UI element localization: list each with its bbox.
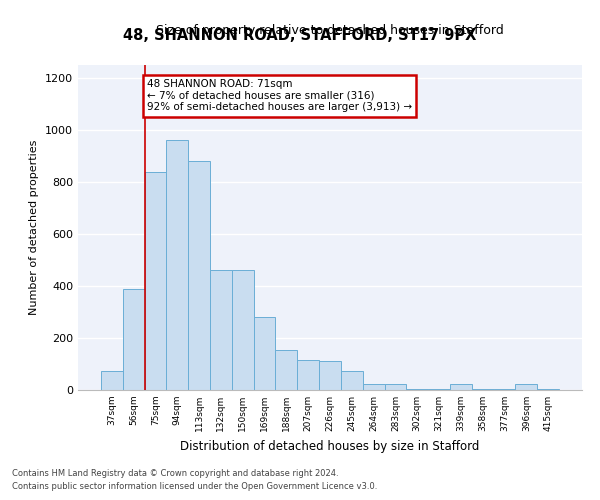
- Bar: [363, 384, 385, 390]
- Bar: [145, 172, 166, 390]
- Bar: [275, 350, 297, 390]
- X-axis label: Distribution of detached houses by size in Stafford: Distribution of detached houses by size …: [181, 440, 479, 452]
- Bar: [319, 362, 341, 390]
- Bar: [406, 388, 428, 390]
- Title: Size of property relative to detached houses in Stafford: Size of property relative to detached ho…: [156, 24, 504, 38]
- Bar: [450, 384, 472, 390]
- Bar: [537, 388, 559, 390]
- Bar: [166, 140, 188, 390]
- Bar: [188, 161, 210, 390]
- Bar: [494, 388, 515, 390]
- Bar: [428, 388, 450, 390]
- Bar: [254, 317, 275, 390]
- Bar: [515, 384, 537, 390]
- Text: Contains HM Land Registry data © Crown copyright and database right 2024.: Contains HM Land Registry data © Crown c…: [12, 468, 338, 477]
- Text: 48, SHANNON ROAD, STAFFORD, ST17 9PX: 48, SHANNON ROAD, STAFFORD, ST17 9PX: [124, 28, 476, 42]
- Bar: [123, 288, 145, 390]
- Bar: [101, 370, 123, 390]
- Bar: [232, 270, 254, 390]
- Bar: [297, 360, 319, 390]
- Bar: [210, 270, 232, 390]
- Text: 48 SHANNON ROAD: 71sqm
← 7% of detached houses are smaller (316)
92% of semi-det: 48 SHANNON ROAD: 71sqm ← 7% of detached …: [147, 80, 412, 112]
- Bar: [472, 388, 494, 390]
- Text: Contains public sector information licensed under the Open Government Licence v3: Contains public sector information licen…: [12, 482, 377, 491]
- Bar: [341, 370, 363, 390]
- Bar: [385, 384, 406, 390]
- Y-axis label: Number of detached properties: Number of detached properties: [29, 140, 40, 315]
